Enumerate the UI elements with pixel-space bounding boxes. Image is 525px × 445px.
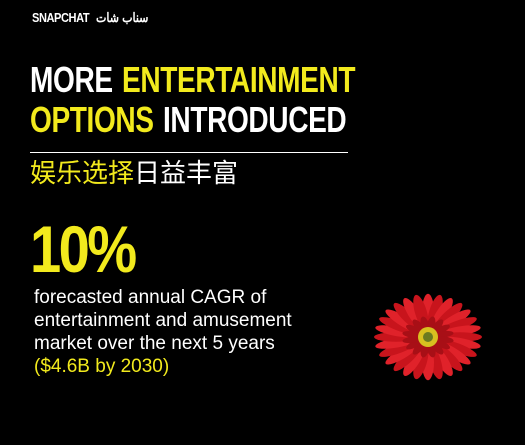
description-line: forecasted annual CAGR of — [34, 287, 267, 308]
subtitle: 娱乐选择日益丰富 — [30, 158, 238, 190]
title-line: OPTIONS INTRODUCED — [30, 100, 364, 140]
stat-value: 10% — [30, 212, 137, 286]
title-word: MORE — [30, 59, 113, 100]
title: MORE ENTERTAINMENT OPTIONS INTRODUCED — [30, 60, 364, 140]
flower-part — [432, 324, 450, 336]
flower — [374, 293, 482, 381]
flower-part — [432, 338, 450, 350]
description-line: market over the next 5 years — [34, 333, 275, 354]
stat-description: forecasted annual CAGR of entertainment a… — [34, 286, 292, 378]
stat-note: ($4.6B by 2030) — [34, 356, 170, 377]
description-line: entertainment and amusement — [34, 310, 292, 331]
title-word: OPTIONS — [30, 99, 154, 140]
flower-part — [406, 338, 424, 350]
divider — [30, 152, 348, 153]
subtitle-part: 娱乐选择 — [30, 159, 135, 189]
title-word: ENTERTAINMENT — [122, 59, 356, 100]
title-word: INTRODUCED — [163, 99, 347, 140]
brand: SNAPCHAT سناب شات — [32, 10, 155, 26]
title-line: MORE ENTERTAINMENT — [30, 60, 364, 100]
brand-logo: SNAPCHAT — [32, 10, 90, 25]
flower-part — [423, 332, 433, 342]
subtitle-part: 日益丰富 — [134, 159, 239, 189]
flower-part — [406, 324, 424, 336]
brand-arabic: سناب شات — [95, 10, 149, 25]
